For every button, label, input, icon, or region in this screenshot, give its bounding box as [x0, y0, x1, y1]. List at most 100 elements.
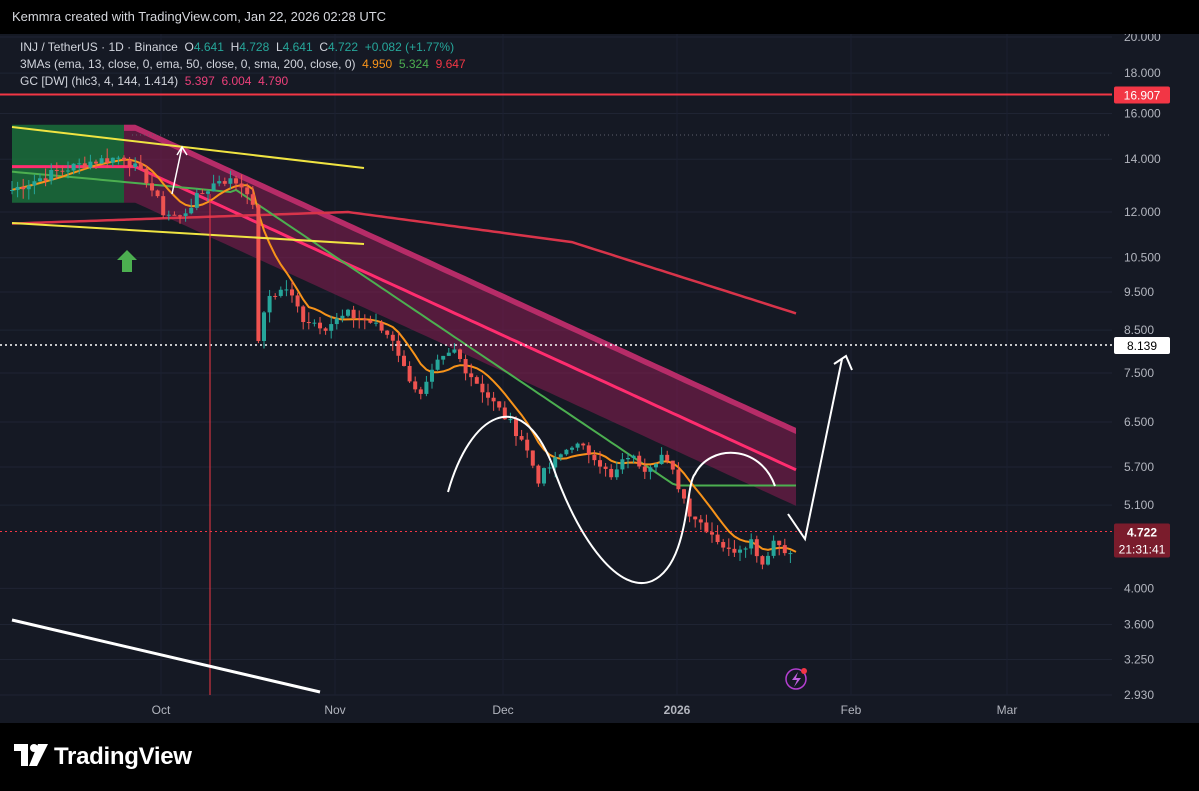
candle-body — [323, 328, 328, 331]
y-tick-label: 14.000 — [1124, 152, 1161, 166]
candle-body — [704, 522, 709, 533]
candle-body — [542, 468, 546, 484]
candle-body — [77, 163, 82, 165]
candle-body — [547, 467, 552, 469]
legend-ma-ema13: 4.950 — [362, 57, 393, 71]
candle-body — [458, 349, 462, 360]
price-label-box — [1114, 523, 1170, 558]
candle-body — [715, 534, 720, 543]
candle-body — [771, 540, 776, 556]
y-tick-label: 7.500 — [1124, 366, 1154, 380]
candle-body — [710, 532, 714, 535]
candle-body — [564, 449, 569, 455]
candle-body — [738, 549, 742, 553]
candle-body — [105, 158, 110, 163]
candle-body — [295, 295, 300, 307]
candle-body — [676, 469, 681, 490]
candle-body — [262, 312, 266, 341]
ma-ema50-line — [11, 170, 796, 487]
candle-body — [234, 178, 238, 184]
candle-body — [698, 519, 703, 523]
candle-body — [54, 170, 59, 172]
candle-body — [374, 322, 378, 324]
candle-body — [491, 397, 496, 402]
candle-body — [150, 183, 154, 191]
x-tick-label: Feb — [841, 703, 862, 717]
candle-body — [648, 467, 653, 472]
candle-body — [183, 213, 188, 216]
candle-body — [239, 183, 244, 188]
candle-body — [598, 460, 602, 467]
candle-body — [665, 454, 670, 461]
price-chart[interactable]: 20.000 18.000 16.000 14.000 12.000 10.500 9.50… — [0, 34, 1199, 723]
candle-body — [390, 334, 395, 341]
y-tick-label: 9.500 — [1124, 285, 1154, 299]
candle-body — [329, 324, 334, 331]
candle-body — [32, 181, 37, 186]
legend-gc-row: GC [DW] (hlc3, 4, 144, 1.414) 5.397 6.00… — [20, 73, 466, 90]
candle-body — [306, 322, 311, 324]
price-label: 8.139 — [1127, 339, 1157, 353]
candle-body — [396, 340, 401, 356]
candle-body — [754, 539, 759, 557]
candle-body — [788, 553, 793, 555]
gc-midline — [12, 165, 797, 472]
legend-ohlc-row: INJ / TetherUS · 1D · Binance O4.641 H4.… — [20, 39, 466, 56]
candle-body — [99, 158, 104, 164]
candle-body — [133, 163, 138, 167]
candle-body — [290, 289, 294, 296]
candle-body — [334, 318, 339, 325]
candle-body — [782, 545, 787, 554]
price-label-box — [1114, 86, 1170, 104]
y-tick-label: 10.500 — [1124, 251, 1161, 265]
countdown-label: 21:31:41 — [1119, 543, 1166, 557]
candle-body — [777, 540, 782, 546]
legend-change: +0.082 (+1.77%) — [364, 40, 455, 54]
candle-body — [278, 289, 283, 296]
candle-body — [536, 465, 541, 484]
channel-bottom-line — [11, 222, 365, 245]
x-tick-label: Nov — [324, 703, 345, 717]
candle-body — [418, 389, 423, 394]
y-tick-label: 3.250 — [1124, 652, 1154, 666]
candle-body — [502, 407, 507, 420]
candle-body — [250, 194, 255, 205]
candle-body — [749, 539, 754, 549]
candle-body — [284, 289, 289, 291]
candle-body — [15, 186, 20, 190]
candle-body — [760, 556, 765, 565]
candle-body — [301, 306, 306, 323]
channel-top-line — [11, 126, 365, 169]
candle-body — [340, 315, 345, 319]
candle-body — [631, 455, 636, 459]
candle-body — [222, 181, 227, 184]
footer-bar — [0, 723, 1199, 791]
candle-body — [228, 178, 233, 184]
y-tick-label: 12.000 — [1124, 205, 1161, 219]
candle-body — [49, 170, 54, 181]
candle-body — [430, 369, 434, 382]
x-tick-label: Oct — [152, 703, 171, 717]
candle-body — [558, 454, 563, 458]
arrow-head-icon — [833, 354, 853, 371]
candle-body — [362, 318, 367, 321]
legend-ma-label: 3MAs (ema, 13, close, 0, ema, 50, close,… — [20, 57, 356, 71]
candle-body — [26, 185, 31, 190]
candle-body — [138, 163, 143, 169]
candle-body — [110, 157, 115, 163]
price-label: 16.907 — [1124, 89, 1161, 103]
legend-ma-ema50: 5.324 — [398, 57, 429, 71]
x-tick-label: Dec — [492, 703, 513, 717]
candle-body — [592, 454, 597, 461]
candle-body — [581, 443, 586, 446]
y-tick-label: 8.500 — [1124, 323, 1154, 337]
candle-body — [530, 450, 535, 466]
lightning-icon — [792, 672, 801, 687]
candle-body — [178, 215, 182, 217]
candle-body — [351, 309, 356, 319]
candle-body — [682, 489, 686, 499]
candle-body — [743, 548, 748, 550]
candle-body — [435, 359, 440, 370]
candle-body — [256, 204, 261, 341]
gc-band-upper-edge — [124, 124, 796, 434]
